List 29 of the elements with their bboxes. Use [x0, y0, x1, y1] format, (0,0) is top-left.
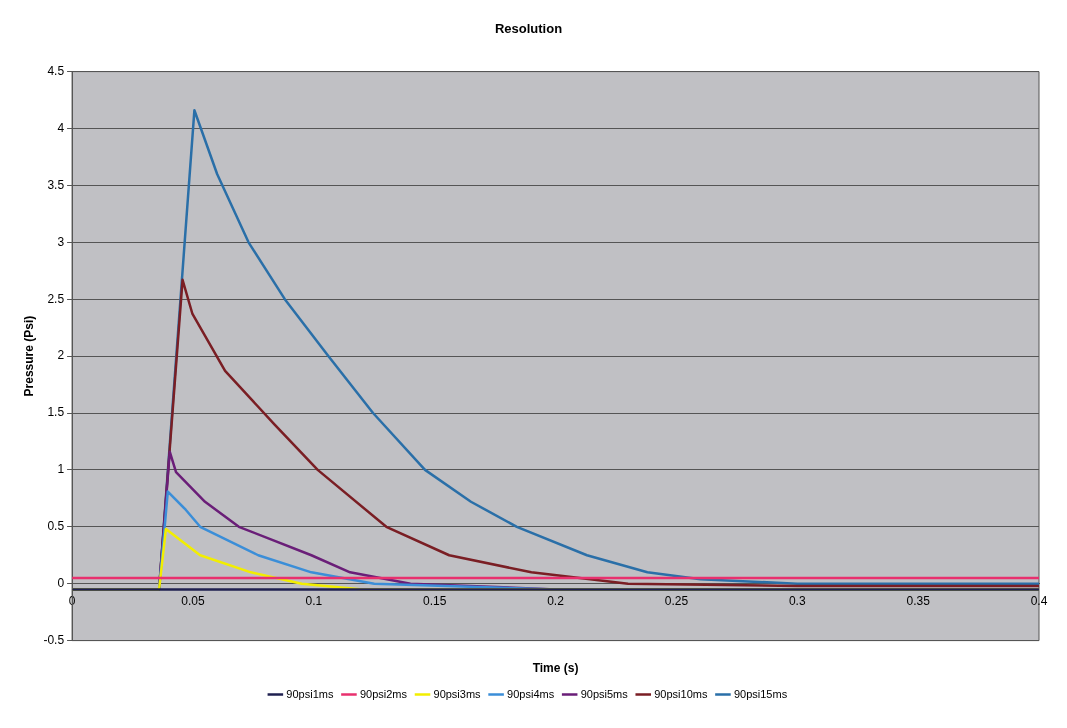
- x-tick-label: 0.25: [664, 594, 689, 609]
- legend-label: 90psi10ms: [654, 687, 708, 700]
- legend-label: 90psi3ms: [433, 687, 482, 700]
- y-tick-label: 2: [57, 348, 65, 363]
- x-tick-label: 0.15: [422, 594, 447, 609]
- y-tick-label: 4: [57, 120, 65, 135]
- y-tick-label: 1: [57, 462, 65, 477]
- x-tick-label: 0.35: [906, 594, 931, 609]
- y-tick-label: -0.5: [43, 632, 65, 647]
- y-axis-title: Pressure (Psi): [21, 315, 36, 397]
- x-tick-label: 0.3: [788, 594, 806, 609]
- legend-label: 90psi1ms: [286, 687, 334, 700]
- y-tick-label: 3: [57, 234, 65, 249]
- legend-label: 90psi15ms: [733, 687, 788, 700]
- y-tick-label: 3.5: [47, 177, 65, 192]
- chart-title: Resolution: [494, 21, 563, 37]
- legend-label: 90psi2ms: [359, 687, 408, 700]
- y-tick-label: 0: [57, 576, 65, 591]
- y-tick-label: 2.5: [47, 291, 65, 306]
- x-tick-label: 0.1: [305, 594, 323, 609]
- legend-label: 90psi5ms: [580, 687, 629, 700]
- y-tick-label: 4.5: [47, 63, 65, 78]
- y-tick-label: 1.5: [47, 405, 65, 420]
- x-tick-label: 0.05: [181, 594, 205, 609]
- x-tick-label: 0.2: [547, 594, 565, 609]
- x-axis-title: Time (s): [532, 660, 579, 675]
- x-tick-label: 0.4: [1030, 594, 1048, 609]
- legend-label: 90psi4ms: [507, 687, 555, 700]
- y-tick-label: 0.5: [47, 519, 65, 534]
